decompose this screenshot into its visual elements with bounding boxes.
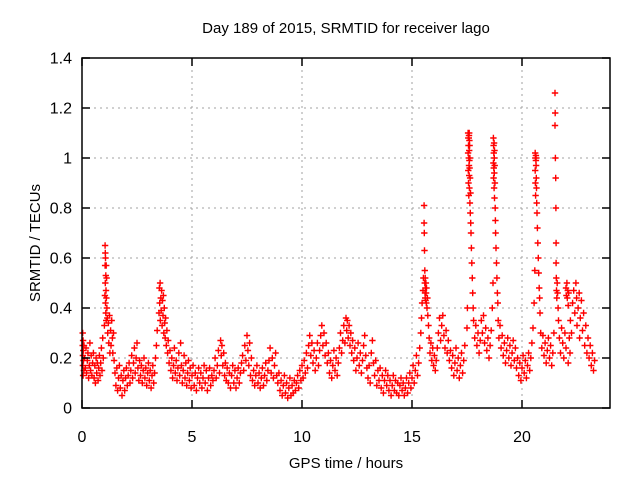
y-tick-label: 0 bbox=[63, 401, 72, 418]
x-tick-label: 0 bbox=[78, 429, 87, 446]
y-tick-label: 1.4 bbox=[50, 51, 72, 68]
chart-title: Day 189 of 2015, SRMTID for receiver lag… bbox=[202, 20, 490, 37]
x-tick-label: 20 bbox=[513, 429, 531, 446]
y-tick-label: 0.2 bbox=[50, 351, 72, 368]
x-tick-label: 10 bbox=[293, 429, 311, 446]
y-tick-label: 0.4 bbox=[50, 301, 72, 318]
x-tick-label: 15 bbox=[403, 429, 421, 446]
x-axis-tick-labels: 0 5 10 15 20 bbox=[78, 429, 531, 446]
y-tick-label: 0.8 bbox=[50, 201, 72, 218]
plot-border bbox=[81, 57, 611, 409]
grid-lines bbox=[82, 58, 610, 408]
y-axis-label: SRMTID / TECUs bbox=[27, 184, 44, 302]
y-axis-tick-labels: 0 0.2 0.4 0.6 0.8 1 1.2 1.4 bbox=[50, 51, 72, 418]
y-tick-label: 1 bbox=[63, 151, 72, 168]
x-tick-label: 5 bbox=[188, 429, 197, 446]
axis-ticks bbox=[81, 57, 610, 409]
y-tick-label: 1.2 bbox=[50, 101, 72, 118]
x-axis-label: GPS time / hours bbox=[289, 455, 403, 472]
y-tick-label: 0.6 bbox=[50, 251, 72, 268]
